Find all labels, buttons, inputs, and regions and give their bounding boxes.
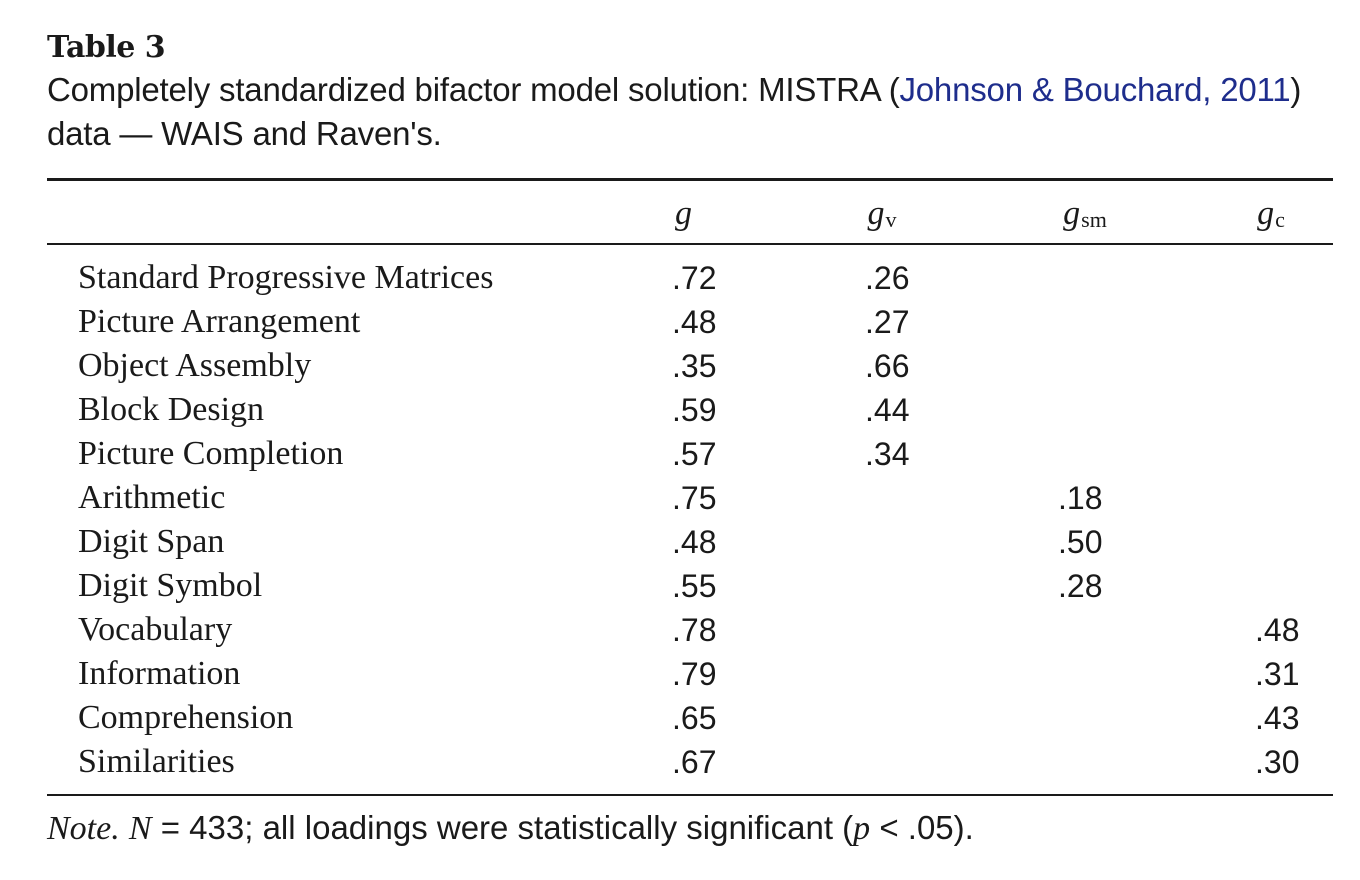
note-text-a: = 433; all loadings were statistically s… xyxy=(151,809,854,846)
header-gv: gv xyxy=(822,192,942,242)
table-row: Block Design .59 .44 xyxy=(0,388,1360,432)
cell-gc: .30 xyxy=(1255,744,1300,780)
cell-g: .48 xyxy=(672,524,717,560)
table-caption: Table 3 Completely standardized bifactor… xyxy=(47,28,1337,156)
header-gsm-sub: sm xyxy=(1081,207,1107,232)
cell-g: .67 xyxy=(672,744,717,780)
row-label: Standard Progressive Matrices xyxy=(78,259,494,296)
header-g-main: g xyxy=(675,195,692,232)
cell-gc: .43 xyxy=(1255,700,1300,736)
cell-g: .48 xyxy=(672,304,717,340)
note-text-b: < .05). xyxy=(870,809,974,846)
row-label: Object Assembly xyxy=(78,347,312,384)
table-row: Arithmetic .75 .18 xyxy=(0,476,1360,520)
table-row: Picture Arrangement .48 .27 xyxy=(0,300,1360,344)
table-body: Standard Progressive Matrices .72 .26 Pi… xyxy=(0,256,1360,784)
header-gsm-main: g xyxy=(1063,195,1081,232)
caption-after: ) xyxy=(1290,71,1302,108)
header-gv-sub: v xyxy=(885,207,897,232)
cell-g: .35 xyxy=(672,348,717,384)
row-label: Picture Arrangement xyxy=(78,303,361,340)
row-label: Block Design xyxy=(78,391,265,428)
table-note: Note. N = 433; all loadings were statist… xyxy=(47,806,974,851)
cell-g: .72 xyxy=(672,260,717,296)
header-g: g xyxy=(624,192,744,242)
cell-g: .75 xyxy=(672,480,717,516)
note-label: Note. xyxy=(47,810,120,847)
table-label: Table 3 xyxy=(47,30,166,65)
cell-gc: .48 xyxy=(1255,612,1300,648)
table-row: Object Assembly .35 .66 xyxy=(0,344,1360,388)
cell-g: .65 xyxy=(672,700,717,736)
row-label: Picture Completion xyxy=(78,435,344,472)
cell-gv: .66 xyxy=(865,348,910,384)
table-row: Standard Progressive Matrices .72 .26 xyxy=(0,256,1360,300)
row-label: Similarities xyxy=(78,743,235,780)
row-label: Comprehension xyxy=(78,699,294,736)
table-row: Vocabulary .78 .48 xyxy=(0,608,1360,652)
header-gc-main: g xyxy=(1257,195,1275,232)
table-bottom-rule xyxy=(47,794,1333,796)
header-gc: gc xyxy=(1211,192,1331,242)
caption-text: Completely standardized bifactor model s… xyxy=(47,68,1337,156)
row-label: Digit Span xyxy=(78,523,225,560)
header-gv-main: g xyxy=(867,195,885,232)
cell-gv: .34 xyxy=(865,436,910,472)
table-row: Comprehension .65 .43 xyxy=(0,696,1360,740)
cell-gsm: .50 xyxy=(1058,524,1103,560)
row-label: Vocabulary xyxy=(78,611,233,648)
table-header-rule xyxy=(47,243,1333,245)
row-label: Information xyxy=(78,655,241,692)
table-row: Similarities .67 .30 xyxy=(0,740,1360,784)
note-p-label: p xyxy=(853,810,871,847)
row-label: Arithmetic xyxy=(78,479,226,516)
cell-gv: .44 xyxy=(865,392,910,428)
header-gsm: gsm xyxy=(1025,192,1145,242)
cell-g: .59 xyxy=(672,392,717,428)
cell-g: .55 xyxy=(672,568,717,604)
cell-g: .78 xyxy=(672,612,717,648)
cell-g: .79 xyxy=(672,656,717,692)
cell-gsm: .18 xyxy=(1058,480,1103,516)
table-top-rule xyxy=(47,178,1333,181)
cell-gv: .26 xyxy=(865,260,910,296)
cell-gsm: .28 xyxy=(1058,568,1103,604)
cell-g: .57 xyxy=(672,436,717,472)
header-gc-sub: c xyxy=(1275,207,1285,232)
table-row: Picture Completion .57 .34 xyxy=(0,432,1360,476)
row-label: Digit Symbol xyxy=(78,567,263,604)
cell-gv: .27 xyxy=(865,304,910,340)
note-n-label: N xyxy=(128,810,152,847)
cell-gc: .31 xyxy=(1255,656,1300,692)
table-row: Information .79 .31 xyxy=(0,652,1360,696)
table-row: Digit Symbol .55 .28 xyxy=(0,564,1360,608)
caption-line2: data — WAIS and Raven's. xyxy=(47,115,442,152)
caption-before: Completely standardized bifactor model s… xyxy=(47,71,900,108)
table-row: Digit Span .48 .50 xyxy=(0,520,1360,564)
citation-link[interactable]: Johnson & Bouchard, 2011 xyxy=(899,71,1291,108)
